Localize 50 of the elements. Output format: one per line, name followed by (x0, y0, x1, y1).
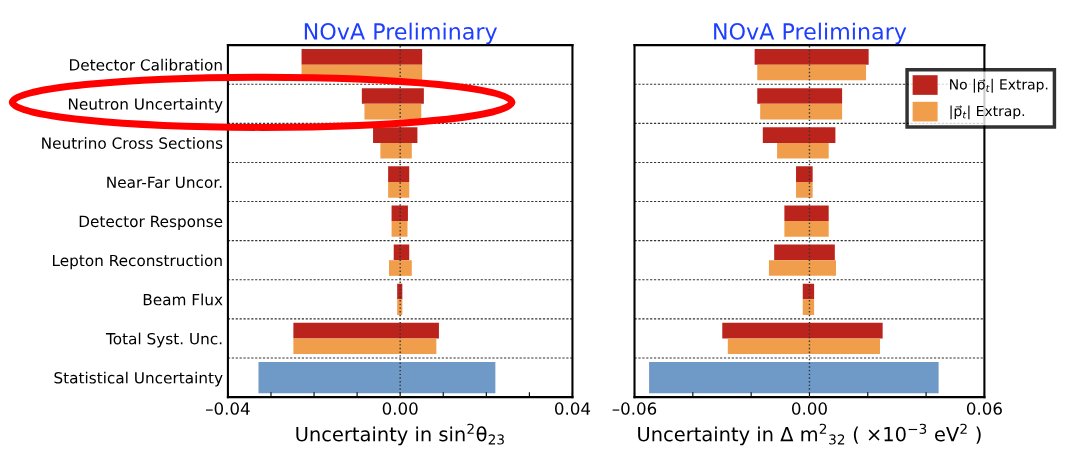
bar (802, 299, 815, 315)
bar (293, 322, 439, 339)
bar (727, 338, 881, 355)
bar (762, 127, 836, 143)
x-axis-title: Uncertainty in Δ m$^{2}$$_{32}$ ( ×10$^{−3}$ eV$^{2}$ ) (638, 423, 981, 446)
bar (757, 64, 867, 81)
bar (757, 88, 843, 104)
bar (649, 361, 939, 394)
bar (364, 103, 422, 120)
bar (388, 182, 410, 198)
bar (301, 49, 423, 65)
chart-title: NOvA Preliminary (304, 22, 498, 45)
bar (777, 142, 829, 159)
bar (380, 142, 412, 159)
bar (760, 103, 843, 120)
y-tick-label: Near-Far Uncor. (107, 176, 222, 189)
bar (784, 221, 829, 237)
chart-title: NOvA Preliminary (714, 22, 907, 45)
bar (796, 166, 813, 182)
legend-label: |p⃗$_{t}$| Extrap. (950, 105, 1025, 120)
x-axis-title: Uncertainty in sin$^{2}$θ$_{23}$ (296, 423, 504, 446)
x-tick-label: 0.00 (792, 402, 827, 415)
y-tick-label: Lepton Reconstruction (52, 254, 222, 270)
x-tick-label: 0.00 (382, 402, 418, 415)
bar (768, 260, 836, 276)
x-tick-label: 0.06 (966, 402, 1002, 415)
x-tick-label: –0.04 (206, 402, 250, 415)
bar (388, 166, 410, 182)
bar (258, 361, 496, 394)
y-tick-label: Neutrino Cross Sections (42, 137, 223, 149)
bar (722, 322, 883, 339)
y-tick-label: Statistical Uncertainty (54, 371, 223, 387)
x-tick-label: –0.06 (612, 402, 657, 415)
bar (293, 338, 437, 355)
legend-label: No |p⃗$_{t}$| Extrap. (950, 78, 1048, 93)
bar (391, 205, 408, 222)
bar (784, 205, 829, 222)
bar (774, 244, 835, 261)
y-tick-label: Total Syst. Unc. (105, 332, 222, 348)
bar (388, 260, 412, 276)
y-tick-label: Detector Response (79, 215, 223, 231)
bar (373, 127, 418, 143)
bar (796, 182, 813, 198)
bar (754, 49, 869, 65)
y-tick-label: Detector Calibration (69, 58, 222, 71)
x-tick-label: 0.04 (554, 402, 591, 415)
bar (391, 221, 408, 237)
y-tick-label: Beam Flux (143, 293, 223, 306)
y-tick-label: Neutron Uncertainty (68, 97, 223, 113)
bar (361, 88, 424, 104)
